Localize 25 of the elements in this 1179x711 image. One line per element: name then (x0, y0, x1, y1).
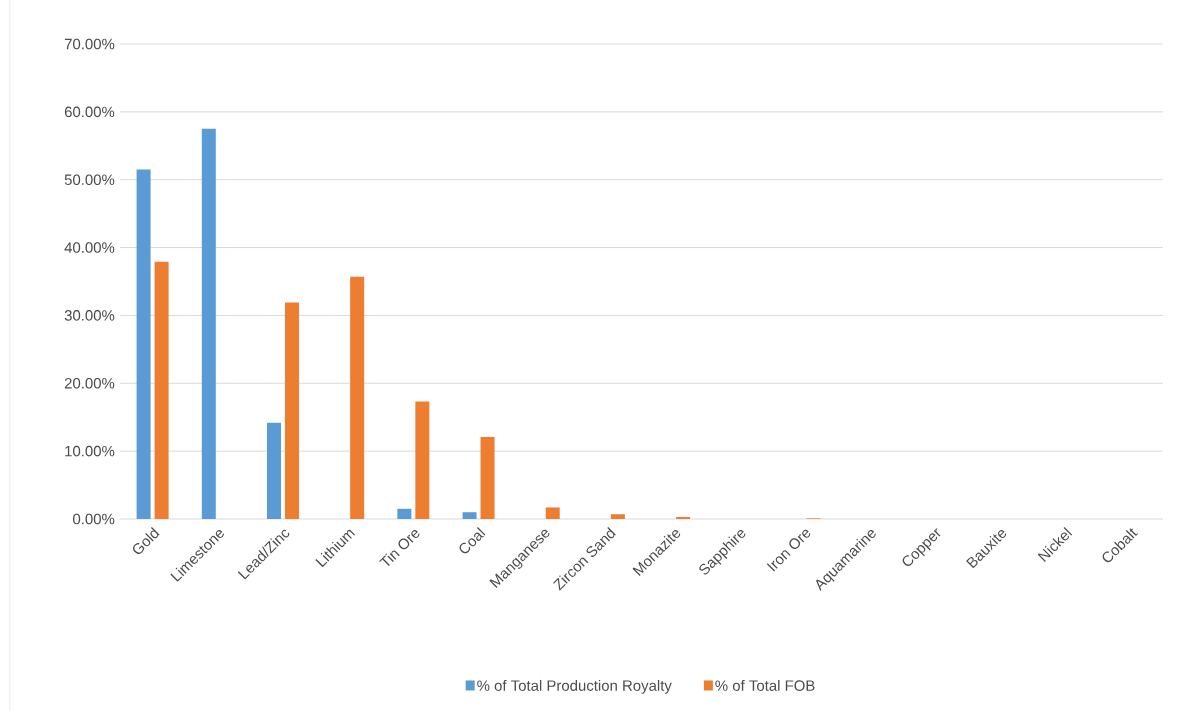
x-tick-label: Iron Ore (766, 529, 811, 572)
y-tick-label: 70.00% (64, 38, 115, 50)
bar (480, 436, 495, 519)
bar (350, 276, 365, 519)
y-tick-label: 10.00% (65, 445, 115, 457)
bar (201, 128, 216, 519)
bar (136, 169, 151, 519)
y-tick-label: 40.00% (64, 242, 115, 253)
bar (545, 507, 560, 519)
y-tick-label: 50.00% (64, 174, 115, 185)
bar (397, 508, 412, 519)
y-tick-label: 0.00% (73, 513, 115, 525)
bar (415, 401, 430, 519)
legend-label: % of Total FOB (715, 679, 815, 691)
x-tick-label: Tin Ore (379, 530, 420, 567)
bar (266, 422, 281, 519)
bar (154, 261, 169, 519)
bar (610, 514, 625, 519)
y-tick-label: 60.00% (64, 106, 115, 118)
legend-label: % of Total Production Royalty (477, 679, 672, 694)
y-tick-label: 20.00% (64, 377, 115, 389)
bar (462, 512, 477, 519)
bar (284, 302, 299, 519)
bar (676, 516, 691, 519)
y-tick-label: 30.00% (64, 310, 115, 321)
